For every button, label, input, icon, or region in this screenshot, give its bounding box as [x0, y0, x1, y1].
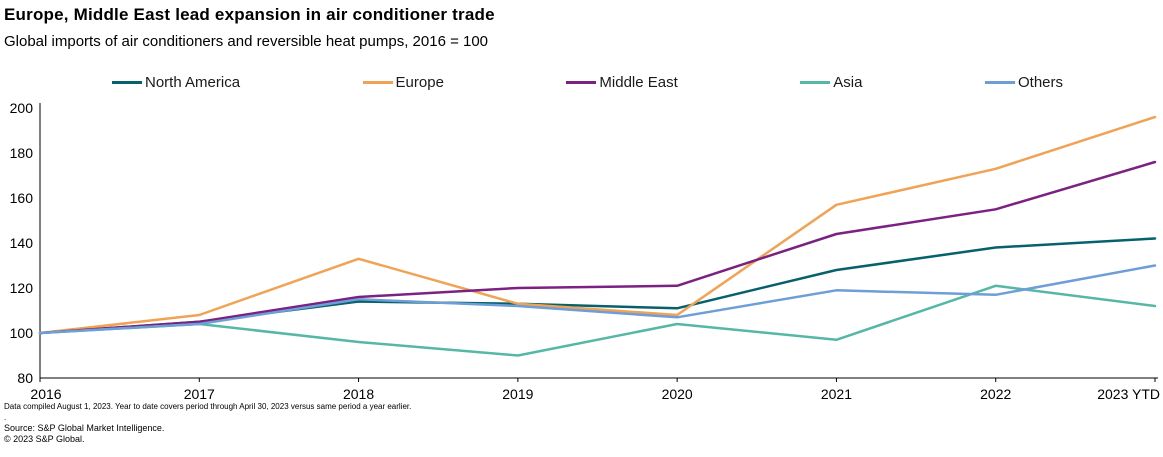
legend-swatch: [112, 80, 142, 84]
chart-svg: 80 100 120 140 160 180 200 2016 2017 2018 2019 2020…: [10, 100, 1160, 402]
x-axis-label: 2020: [662, 386, 693, 402]
x-axis-label: 2022: [980, 386, 1011, 402]
chart-subtitle: Global imports of air conditioners and r…: [4, 33, 489, 50]
y-axis-label: 140: [10, 235, 34, 251]
legend: North America Europe Middle East Asia Others: [112, 72, 1063, 92]
y-axis-label: 100: [10, 325, 34, 341]
x-axis-label: 2023 YTD: [1097, 386, 1160, 402]
y-axis-label: 160: [10, 190, 34, 206]
chart-title: Europe, Middle East lead expansion in ai…: [4, 5, 495, 24]
legend-label: Asia: [833, 73, 863, 91]
legend-item-north-america: North America: [112, 74, 240, 91]
legend-item-middle-east: Middle East: [566, 73, 678, 91]
footnote-dot: .: [4, 413, 7, 422]
footnotes: Data compiled August 1, 2023. Year to da…: [4, 401, 411, 445]
y-axis-label: 80: [17, 370, 33, 386]
legend-swatch: [800, 80, 831, 84]
x-axis-label: 2021: [821, 386, 852, 402]
x-axis-label: 2018: [343, 386, 374, 402]
y-axis-label: 200: [10, 100, 34, 116]
legend-swatch: [984, 80, 1015, 84]
legend-item-others: Others: [984, 73, 1063, 91]
x-axis-label: 2019: [502, 386, 533, 402]
legend-label: Others: [1017, 73, 1063, 91]
series-line-europe: [38, 115, 1157, 335]
x-axis-label: 2017: [184, 386, 215, 402]
legend-item-asia: Asia: [800, 74, 862, 91]
legend-item-europe: Europe: [362, 73, 444, 91]
legend-label: Europe: [395, 73, 444, 91]
footnote-compiled: Data compiled August 1, 2023. Year to da…: [4, 402, 412, 411]
series-line-middle-east: [38, 160, 1157, 335]
x-axis-label: 2016: [30, 386, 61, 402]
footnote-source: Source: S&P Global Market Intelligence.: [4, 423, 165, 433]
legend-label: Middle East: [599, 73, 678, 91]
y-axis-label: 120: [10, 280, 34, 296]
legend-swatch: [362, 80, 393, 84]
series-line-others: [38, 264, 1157, 335]
y-axis-label: 180: [10, 145, 34, 161]
legend-label: North America: [145, 73, 241, 91]
legend-swatch: [566, 80, 597, 84]
footnote-copyright: © 2023 S&P Global.: [4, 434, 85, 444]
